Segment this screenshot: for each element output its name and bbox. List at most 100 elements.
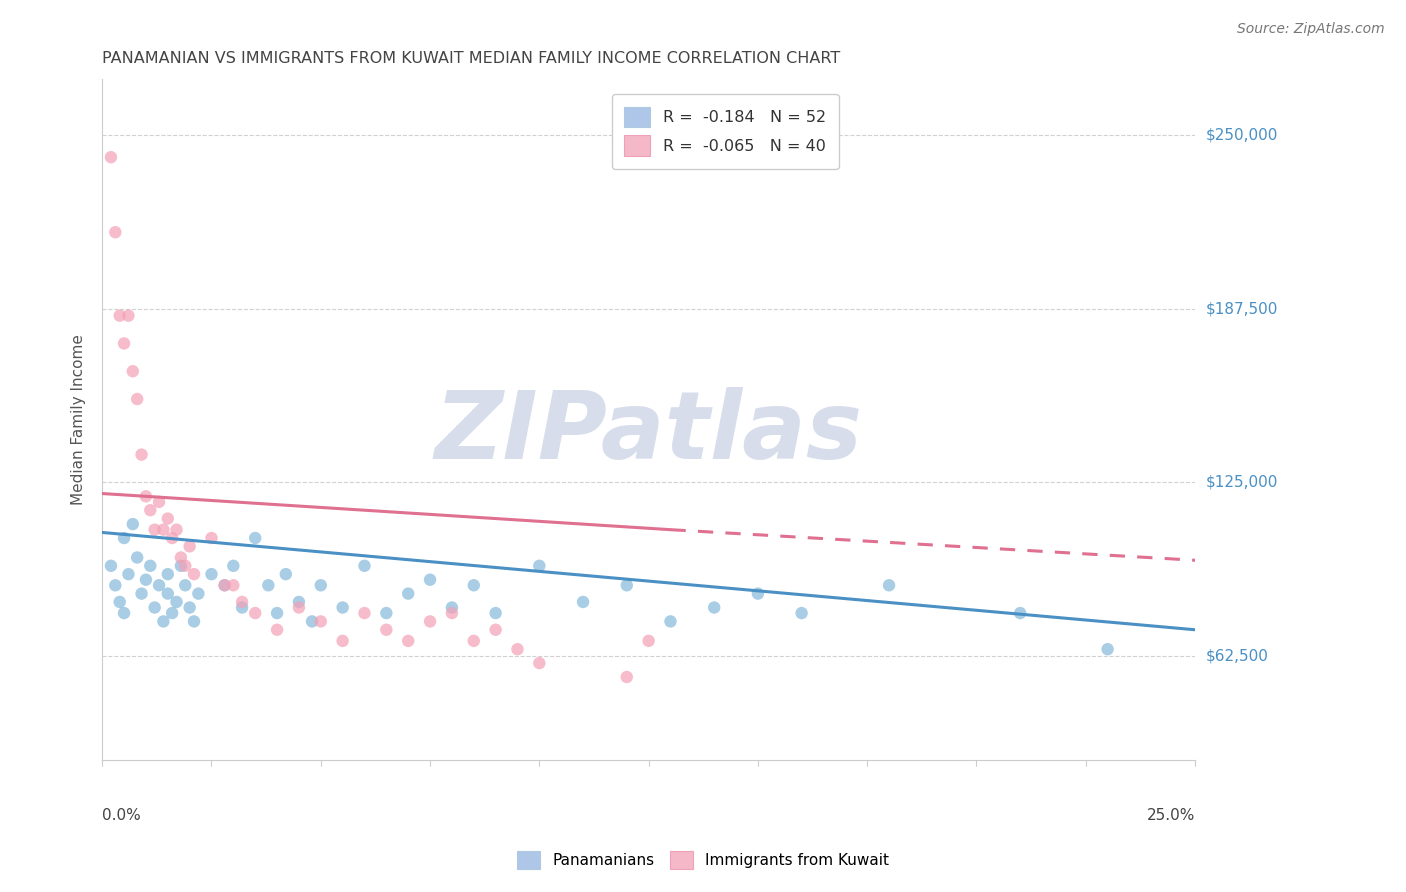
Point bbox=[117, 309, 139, 323]
Text: 25.0%: 25.0% bbox=[1147, 808, 1195, 823]
Point bbox=[179, 540, 201, 554]
Point bbox=[183, 567, 205, 582]
Point bbox=[139, 503, 162, 517]
Point bbox=[877, 578, 900, 592]
Point bbox=[222, 558, 245, 573]
Point bbox=[108, 595, 131, 609]
Point bbox=[143, 600, 166, 615]
Point bbox=[148, 578, 170, 592]
Point bbox=[131, 586, 153, 600]
Text: $250,000: $250,000 bbox=[1206, 128, 1278, 143]
Point bbox=[104, 578, 127, 592]
Point bbox=[396, 633, 419, 648]
Point bbox=[104, 225, 127, 239]
Point bbox=[160, 606, 183, 620]
Point bbox=[222, 578, 245, 592]
Text: $187,500: $187,500 bbox=[1206, 301, 1278, 316]
Point bbox=[127, 392, 149, 406]
Point bbox=[166, 595, 188, 609]
Point bbox=[160, 531, 183, 545]
Point bbox=[419, 573, 441, 587]
Point bbox=[1097, 642, 1119, 657]
Point bbox=[245, 531, 267, 545]
Point bbox=[117, 567, 139, 582]
Point bbox=[309, 615, 332, 629]
Point bbox=[152, 615, 174, 629]
Point bbox=[463, 578, 485, 592]
Point bbox=[152, 523, 174, 537]
Point bbox=[266, 606, 288, 620]
Point bbox=[703, 600, 725, 615]
Point bbox=[747, 586, 769, 600]
Text: ZIPatlas: ZIPatlas bbox=[434, 387, 863, 480]
Point bbox=[529, 558, 551, 573]
Point bbox=[139, 558, 162, 573]
Text: Source: ZipAtlas.com: Source: ZipAtlas.com bbox=[1237, 22, 1385, 37]
Point bbox=[301, 615, 323, 629]
Point bbox=[156, 586, 179, 600]
Point bbox=[396, 586, 419, 600]
Point bbox=[179, 600, 201, 615]
Point bbox=[156, 511, 179, 525]
Point bbox=[174, 578, 197, 592]
Point bbox=[231, 595, 253, 609]
Point bbox=[463, 633, 485, 648]
Point bbox=[121, 517, 143, 532]
Point bbox=[353, 558, 375, 573]
Point bbox=[485, 623, 508, 637]
Point bbox=[100, 558, 122, 573]
Point bbox=[440, 606, 463, 620]
Point bbox=[127, 550, 149, 565]
Point bbox=[135, 489, 157, 503]
Point bbox=[506, 642, 529, 657]
Point bbox=[332, 633, 354, 648]
Point bbox=[143, 523, 166, 537]
Point bbox=[790, 606, 813, 620]
Point bbox=[419, 615, 441, 629]
Point bbox=[200, 567, 222, 582]
Point bbox=[100, 150, 122, 164]
Text: PANAMANIAN VS IMMIGRANTS FROM KUWAIT MEDIAN FAMILY INCOME CORRELATION CHART: PANAMANIAN VS IMMIGRANTS FROM KUWAIT MED… bbox=[103, 51, 841, 66]
Point bbox=[616, 670, 638, 684]
Point bbox=[309, 578, 332, 592]
Point bbox=[529, 656, 551, 670]
Point bbox=[257, 578, 280, 592]
Point bbox=[183, 615, 205, 629]
Point bbox=[108, 309, 131, 323]
Point bbox=[266, 623, 288, 637]
Point bbox=[112, 531, 135, 545]
Point bbox=[200, 531, 222, 545]
Point bbox=[1010, 606, 1032, 620]
Point bbox=[375, 623, 398, 637]
Point bbox=[187, 586, 209, 600]
Point bbox=[288, 595, 311, 609]
Point bbox=[170, 550, 193, 565]
Point bbox=[440, 600, 463, 615]
Point bbox=[166, 523, 188, 537]
Point bbox=[131, 448, 153, 462]
Point bbox=[231, 600, 253, 615]
Point bbox=[174, 558, 197, 573]
Point bbox=[375, 606, 398, 620]
Point bbox=[156, 567, 179, 582]
Point bbox=[135, 573, 157, 587]
Point bbox=[637, 633, 659, 648]
Y-axis label: Median Family Income: Median Family Income bbox=[72, 334, 86, 505]
Point bbox=[148, 495, 170, 509]
Point bbox=[332, 600, 354, 615]
Legend: Panamanians, Immigrants from Kuwait: Panamanians, Immigrants from Kuwait bbox=[510, 845, 896, 875]
Point bbox=[353, 606, 375, 620]
Text: 0.0%: 0.0% bbox=[103, 808, 141, 823]
Point bbox=[121, 364, 143, 378]
Point bbox=[274, 567, 297, 582]
Point bbox=[288, 600, 311, 615]
Point bbox=[485, 606, 508, 620]
Text: $125,000: $125,000 bbox=[1206, 475, 1278, 490]
Point bbox=[214, 578, 236, 592]
Point bbox=[245, 606, 267, 620]
Point bbox=[659, 615, 682, 629]
Text: $62,500: $62,500 bbox=[1206, 648, 1270, 664]
Point bbox=[616, 578, 638, 592]
Legend: R =  -0.184   N = 52, R =  -0.065   N = 40: R = -0.184 N = 52, R = -0.065 N = 40 bbox=[612, 95, 838, 169]
Point bbox=[112, 606, 135, 620]
